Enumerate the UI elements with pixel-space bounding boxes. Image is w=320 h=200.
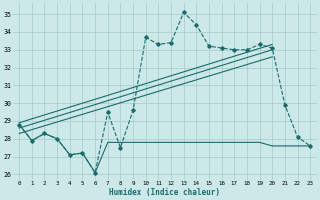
X-axis label: Humidex (Indice chaleur): Humidex (Indice chaleur): [109, 188, 220, 197]
